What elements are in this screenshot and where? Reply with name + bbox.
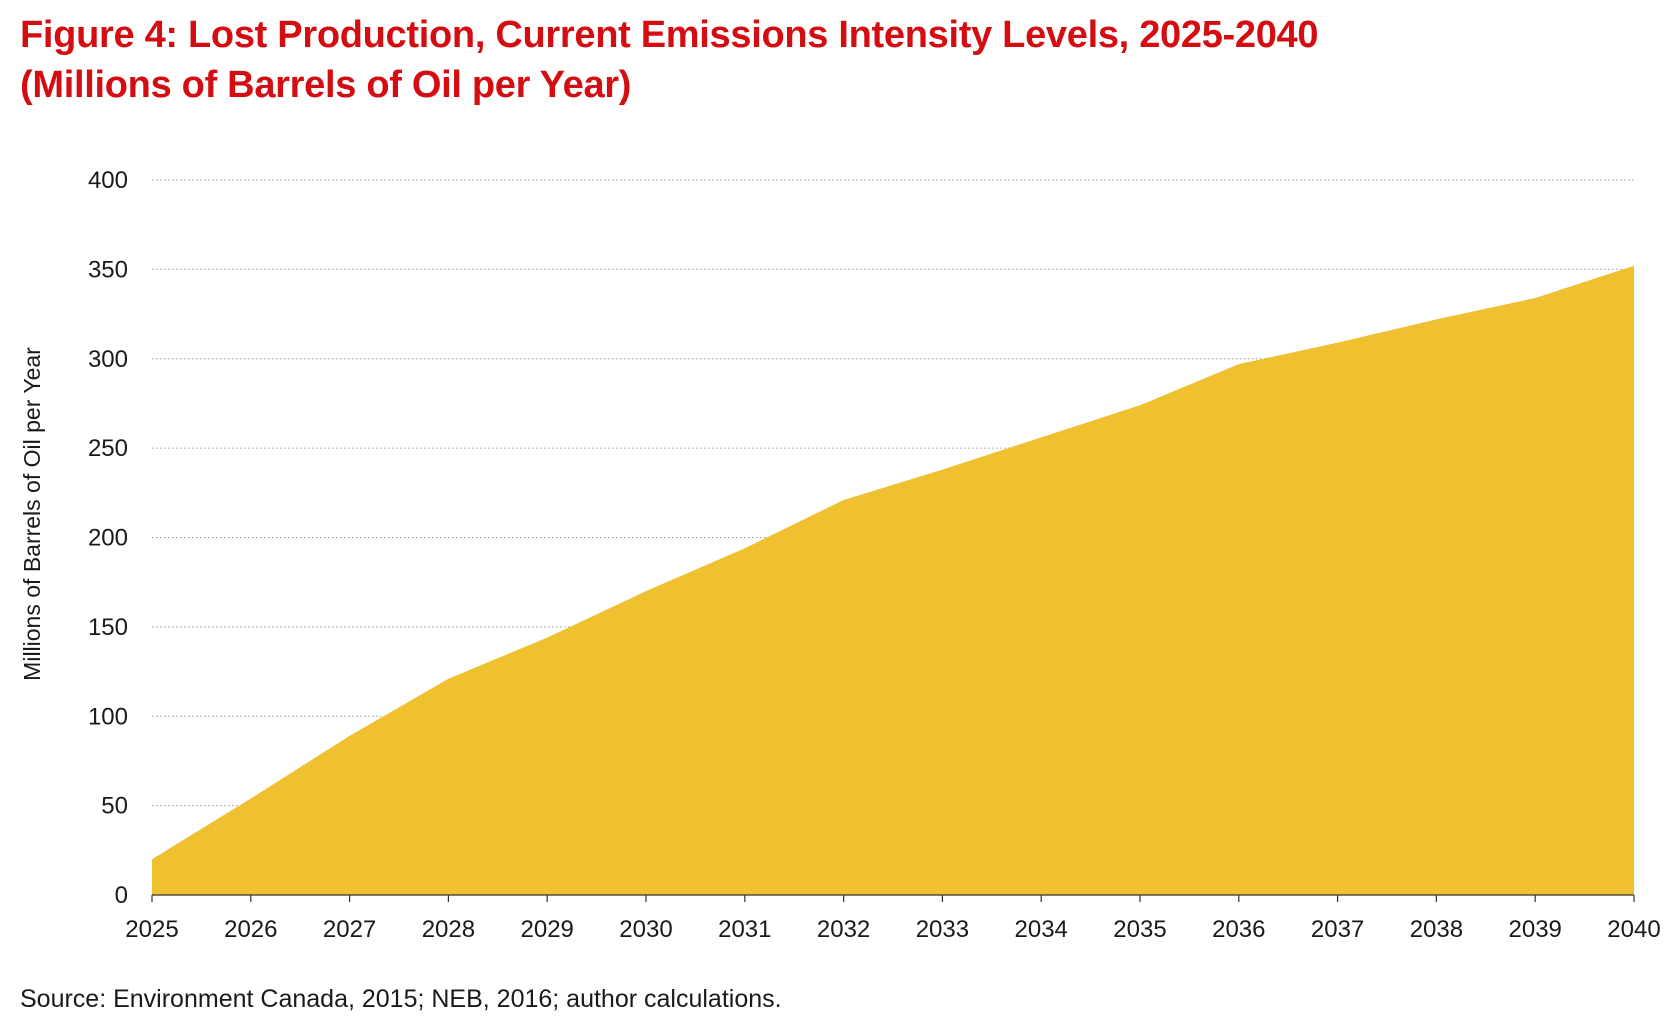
figure-title-line-2: (Millions of Barrels of Oil per Year) [20, 64, 632, 106]
x-tick-label: 2038 [1410, 916, 1463, 943]
y-tick-label: 250 [88, 435, 128, 462]
y-tick-label: 200 [88, 525, 128, 552]
x-tick-label: 2035 [1113, 916, 1166, 943]
y-axis-label: Millions of Barrels of Oil per Year [19, 347, 45, 681]
y-tick-label: 50 [101, 793, 128, 820]
x-tick-label: 2034 [1015, 916, 1068, 943]
x-tick-label: 2031 [718, 916, 771, 943]
y-tick-label: 350 [88, 256, 128, 283]
source-note: Source: Environment Canada, 2015; NEB, 2… [20, 985, 782, 1013]
x-tick-label: 2028 [422, 916, 475, 943]
y-tick-label: 150 [88, 614, 128, 641]
x-tick-label: 2029 [521, 916, 574, 943]
area-series [152, 265, 1634, 895]
x-tick-label: 2037 [1311, 916, 1364, 943]
x-tick-label: 2040 [1607, 916, 1660, 943]
x-tick-label: 2039 [1509, 916, 1562, 943]
y-tick-label: 300 [88, 346, 128, 373]
x-tick-label: 2025 [125, 916, 178, 943]
x-tick-label: 2027 [323, 916, 376, 943]
y-tick-label: 0 [115, 882, 128, 909]
x-tick-label: 2033 [916, 916, 969, 943]
x-tick-label: 2036 [1212, 916, 1265, 943]
x-tick-label: 2032 [817, 916, 870, 943]
area-fill [152, 265, 1634, 895]
x-axis-ticks: 2025 2026 2027 2028 2029 2030 2031 2032 2033 2034… [125, 894, 1661, 943]
x-tick-label: 2026 [224, 916, 277, 943]
x-tick-label: 2030 [619, 916, 672, 943]
figure-title: Figure 4: Lost Production, Current Emiss… [20, 10, 1319, 110]
y-axis-ticks: 0 50 100 150 200 250 300 350 400 [88, 167, 128, 909]
y-tick-label: 100 [88, 703, 128, 730]
figure-title-line-1: Figure 4: Lost Production, Current Emiss… [20, 14, 1319, 56]
y-tick-label: 400 [88, 167, 128, 194]
